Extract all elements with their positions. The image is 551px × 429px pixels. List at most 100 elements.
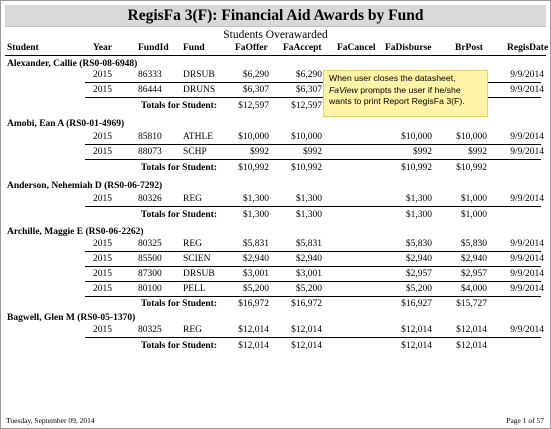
- fundid-cell: 86444: [138, 85, 162, 95]
- year-cell: 2015: [93, 132, 112, 142]
- col-regisdate: RegisDate: [507, 43, 549, 53]
- fadisburse-cell: $5,200: [405, 284, 432, 294]
- col-fundid: FundId: [138, 43, 169, 53]
- year-cell: 2015: [93, 284, 112, 294]
- fadisburse-cell: $2,957: [405, 269, 432, 279]
- year-cell: 2015: [93, 269, 112, 279]
- faaccept-cell: $1,300: [295, 194, 322, 204]
- fadisburse-cell: $2,940: [405, 254, 432, 264]
- fund-cell: PELL: [183, 284, 206, 294]
- total-faoffer: $12,597: [238, 101, 269, 111]
- totals-label: Totals for Student:: [141, 163, 218, 173]
- faoffer-cell: $5,831: [242, 239, 269, 249]
- row-divider: [85, 251, 541, 252]
- table-row: 2015 86333 DRSUB $6,290 $6,290 9/9/2014: [5, 70, 546, 83]
- faoffer-cell: $6,307: [242, 85, 269, 95]
- faoffer-cell: $10,000: [238, 132, 269, 142]
- brpost-cell: $992: [468, 147, 487, 157]
- faoffer-cell: $3,001: [242, 269, 269, 279]
- row-divider: [85, 266, 541, 267]
- student-name-row: Archille, Maggie E (RS0-06-2262): [5, 227, 546, 240]
- table-row: 2015 80100 PELL $5,200 $5,200 $5,200 $4,000 9/9…: [5, 284, 546, 297]
- faaccept-cell: $5,200: [295, 284, 322, 294]
- fundid-cell: 85810: [138, 132, 162, 142]
- report-subtitle: Students Overawarded: [223, 29, 328, 41]
- year-cell: 2015: [93, 194, 112, 204]
- fundid-cell: 85500: [138, 254, 162, 264]
- regisdate-cell: 9/9/2014: [510, 284, 544, 294]
- row-divider: [85, 206, 541, 207]
- fadisburse-cell: $1,300: [405, 194, 432, 204]
- total-fadisburse: $10,992: [401, 163, 432, 173]
- regisdate-cell: 9/9/2014: [510, 194, 544, 204]
- regisdate-cell: 9/9/2014: [510, 85, 544, 95]
- total-faoffer: $16,972: [238, 299, 269, 309]
- col-faaccept: FaAccept: [283, 43, 322, 53]
- faoffer-cell: $12,014: [238, 325, 269, 335]
- total-faoffer: $1,300: [242, 210, 269, 220]
- total-fadisburse: $12,014: [401, 341, 432, 351]
- table-row: 2015 88073 SCHP $992 $992 $992 $992 9/9/2014: [5, 147, 546, 160]
- faaccept-cell: $6,307: [295, 85, 322, 95]
- student-name: Amobi, Ean A (RS0-01-4969): [7, 119, 125, 129]
- column-header-row: Student Year FundId Fund FaOffer FaAccep…: [5, 42, 549, 56]
- row-divider: [85, 97, 541, 98]
- faoffer-cell: $6,290: [242, 70, 269, 80]
- regisdate-cell: 9/9/2014: [510, 239, 544, 249]
- regisdate-cell: 9/9/2014: [510, 254, 544, 264]
- year-cell: 2015: [93, 239, 112, 249]
- totals-row: Totals for Student: $16,972 $16,972 $16,927…: [5, 299, 546, 312]
- col-fadisburse: FaDisburse: [385, 43, 432, 53]
- year-cell: 2015: [93, 85, 112, 95]
- total-faoffer: $10,992: [238, 163, 269, 173]
- faoffer-cell: $5,200: [242, 284, 269, 294]
- fundid-cell: 80325: [138, 325, 162, 335]
- table-row: 2015 80325 REG $12,014 $12,014 $12,014 $12,014…: [5, 325, 546, 338]
- fund-cell: REG: [183, 239, 202, 249]
- faaccept-cell: $3,001: [295, 269, 322, 279]
- table-row: 2015 80325 REG $5,831 $5,831 $5,830 $5,830 9/9/…: [5, 239, 546, 252]
- col-faoffer: FaOffer: [235, 43, 268, 53]
- totals-row: Totals for Student: $10,992 $10,992 $10,992…: [5, 163, 546, 176]
- fund-cell: DRUNS: [183, 85, 216, 95]
- info-callout: When user closes the datasheet, FaView p…: [323, 70, 488, 117]
- fadisburse-cell: $12,014: [401, 325, 432, 335]
- fundid-cell: 80326: [138, 194, 162, 204]
- fund-cell: DRSUB: [183, 269, 215, 279]
- col-student: Student: [7, 43, 39, 53]
- row-divider: [85, 82, 541, 83]
- fadisburse-cell: $992: [413, 147, 432, 157]
- total-brpost: $10,992: [456, 163, 487, 173]
- total-fadisburse: $1,300: [405, 210, 432, 220]
- total-faaccept: $1,300: [295, 210, 322, 220]
- totals-row: Totals for Student: $1,300 $1,300 $1,300 $1,…: [5, 210, 546, 223]
- footer-page: Page 1 of 57: [506, 416, 544, 425]
- total-faaccept: $10,992: [291, 163, 322, 173]
- fund-cell: ATHLE: [183, 132, 214, 142]
- student-name-row: Anderson, Nehemiah D (RS0-06-7292): [5, 181, 546, 194]
- row-divider: [85, 159, 541, 160]
- brpost-cell: $4,000: [460, 284, 487, 294]
- table-row: 2015 85810 ATHLE $10,000 $10,000 $10,000 $10,0…: [5, 132, 546, 145]
- regisdate-cell: 9/9/2014: [510, 325, 544, 335]
- totals-row: Totals for Student: $12,014 $12,014 $12,014…: [5, 341, 546, 354]
- table-row: 2015 87300 DRSUB $3,001 $3,001 $2,957 $2,957 9/…: [5, 269, 546, 282]
- total-brpost: $12,014: [456, 341, 487, 351]
- fund-cell: SCHP: [183, 147, 207, 157]
- callout-emphasis: FaView: [329, 84, 358, 95]
- fundid-cell: 86333: [138, 70, 162, 80]
- faaccept-cell: $2,940: [295, 254, 322, 264]
- row-divider: [85, 296, 541, 297]
- brpost-cell: $10,000: [456, 132, 487, 142]
- table-row: 2015 80326 REG $1,300 $1,300 $1,300 $1,000 9/9/…: [5, 194, 546, 207]
- regisdate-cell: 9/9/2014: [510, 70, 544, 80]
- faaccept-cell: $6,290: [295, 70, 322, 80]
- row-divider: [85, 337, 541, 338]
- col-fund: Fund: [183, 43, 205, 53]
- fadisburse-cell: $5,830: [405, 239, 432, 249]
- totals-label: Totals for Student:: [141, 341, 218, 351]
- fund-cell: SCIEN: [183, 254, 211, 264]
- total-faaccept: $16,972: [291, 299, 322, 309]
- row-divider: [85, 144, 541, 145]
